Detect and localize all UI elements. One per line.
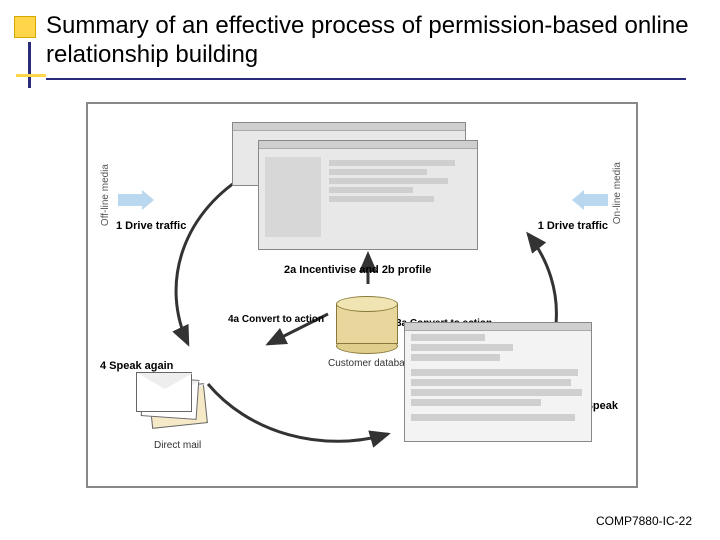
offline-media-label: Off-line media: [100, 164, 114, 226]
slide-root: Summary of an effective process of permi…: [0, 0, 720, 540]
website-mock-2: [258, 140, 478, 250]
email-mock: [404, 322, 592, 442]
step-1-left: 1 Drive traffic: [116, 220, 186, 232]
direct-mail-icon: [136, 372, 214, 430]
step-1-right: 1 Drive traffic: [538, 220, 608, 232]
process-figure: Off-line media On-line media 1 Drive tra…: [86, 102, 638, 488]
arrow-online-in: [572, 190, 608, 210]
slide-footer: COMP7880-IC-22: [596, 514, 692, 528]
step-4a: 4a Convert to action: [228, 314, 324, 325]
step-4: 4 Speak again: [100, 360, 173, 372]
title-bullet-hbar: [16, 74, 46, 77]
slide-title: Summary of an effective process of permi…: [46, 12, 700, 70]
online-media-label: On-line media: [612, 162, 626, 224]
customer-database-icon: [336, 296, 398, 350]
arrow-offline-in: [118, 190, 154, 210]
title-underline: [46, 78, 686, 80]
db-label: Customer database: [328, 358, 415, 369]
direct-mail-label: Direct mail: [154, 440, 201, 451]
website-mock-image: [265, 157, 321, 237]
title-bullet-box: [14, 16, 36, 38]
slide-title-text: Summary of an effective process of permi…: [46, 12, 700, 70]
step-2ab: 2a Incentivise and 2b profile: [284, 264, 431, 276]
title-bullet-vbar: [28, 42, 31, 88]
